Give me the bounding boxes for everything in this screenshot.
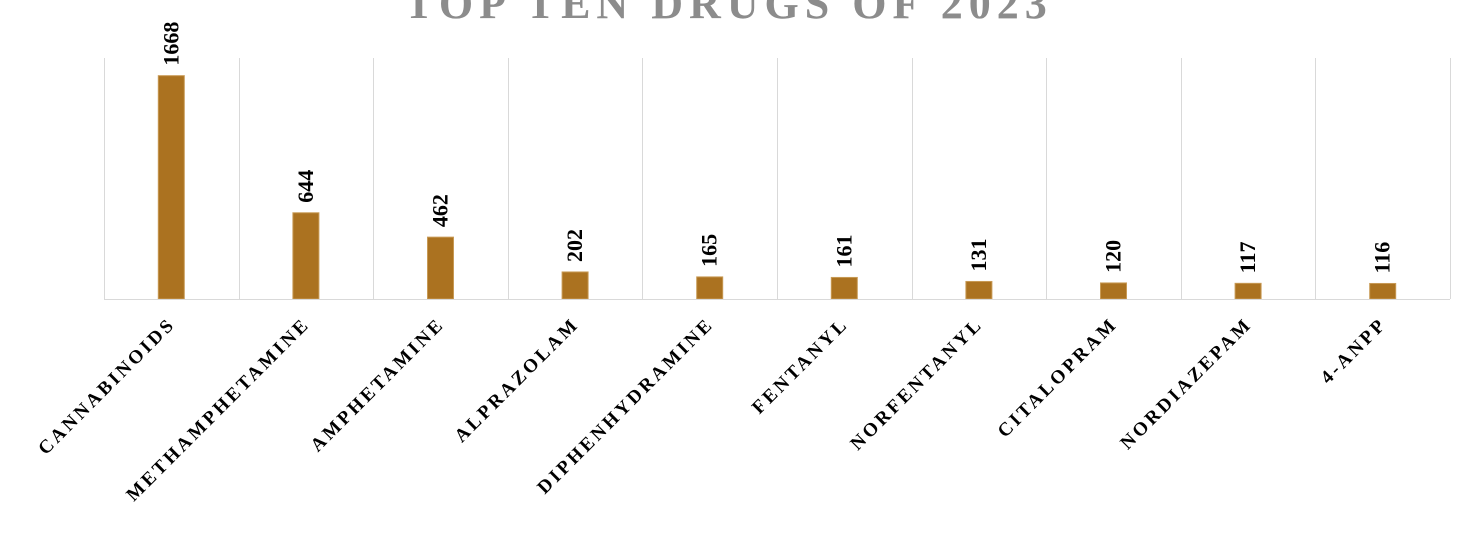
- bar-norfentanyl: [965, 280, 993, 300]
- category-label: AMPHETAMINE: [307, 314, 449, 456]
- category-label: 4-ANPP: [1317, 314, 1392, 389]
- bar-cannabinoids: [157, 75, 185, 300]
- category-label: NORFENTANYL: [846, 314, 987, 455]
- bar-citalopram: [1100, 282, 1127, 300]
- bar-nordiazepam: [1234, 282, 1262, 300]
- category-label: CITALOPRAM: [994, 314, 1122, 442]
- category-label: NORDIAZEPAM: [1116, 314, 1256, 454]
- bar-4-anpp: [1369, 282, 1397, 300]
- value-label: 165: [697, 234, 722, 267]
- value-label: 202: [562, 229, 587, 262]
- bar-amphetamine: [427, 236, 454, 300]
- category-label: ALPRAZOLAM: [451, 314, 584, 447]
- value-label: 131: [966, 238, 991, 271]
- value-label: 644: [293, 170, 318, 203]
- value-label: 116: [1370, 242, 1395, 274]
- value-label: 117: [1235, 242, 1260, 274]
- bar-diphenhydramine: [696, 276, 724, 300]
- value-label: 462: [428, 194, 453, 227]
- category-label: CANNABINOIDS: [34, 314, 180, 460]
- value-label: 120: [1101, 240, 1126, 273]
- value-labels: 1668 644 462 202 165 161 131 120 117 116: [158, 22, 1394, 274]
- bar-fentanyl: [830, 276, 858, 300]
- gridlines: [104, 58, 1451, 299]
- chart-title: TOP TEN DRUGS OF 2023: [404, 0, 1053, 28]
- value-label: 161: [831, 234, 856, 267]
- bars: [157, 75, 1397, 300]
- bar-alprazolam: [561, 271, 589, 300]
- category-label: FENTANYL: [748, 314, 853, 419]
- bar-methamphetamine: [292, 212, 320, 300]
- value-label: 1668: [158, 22, 183, 66]
